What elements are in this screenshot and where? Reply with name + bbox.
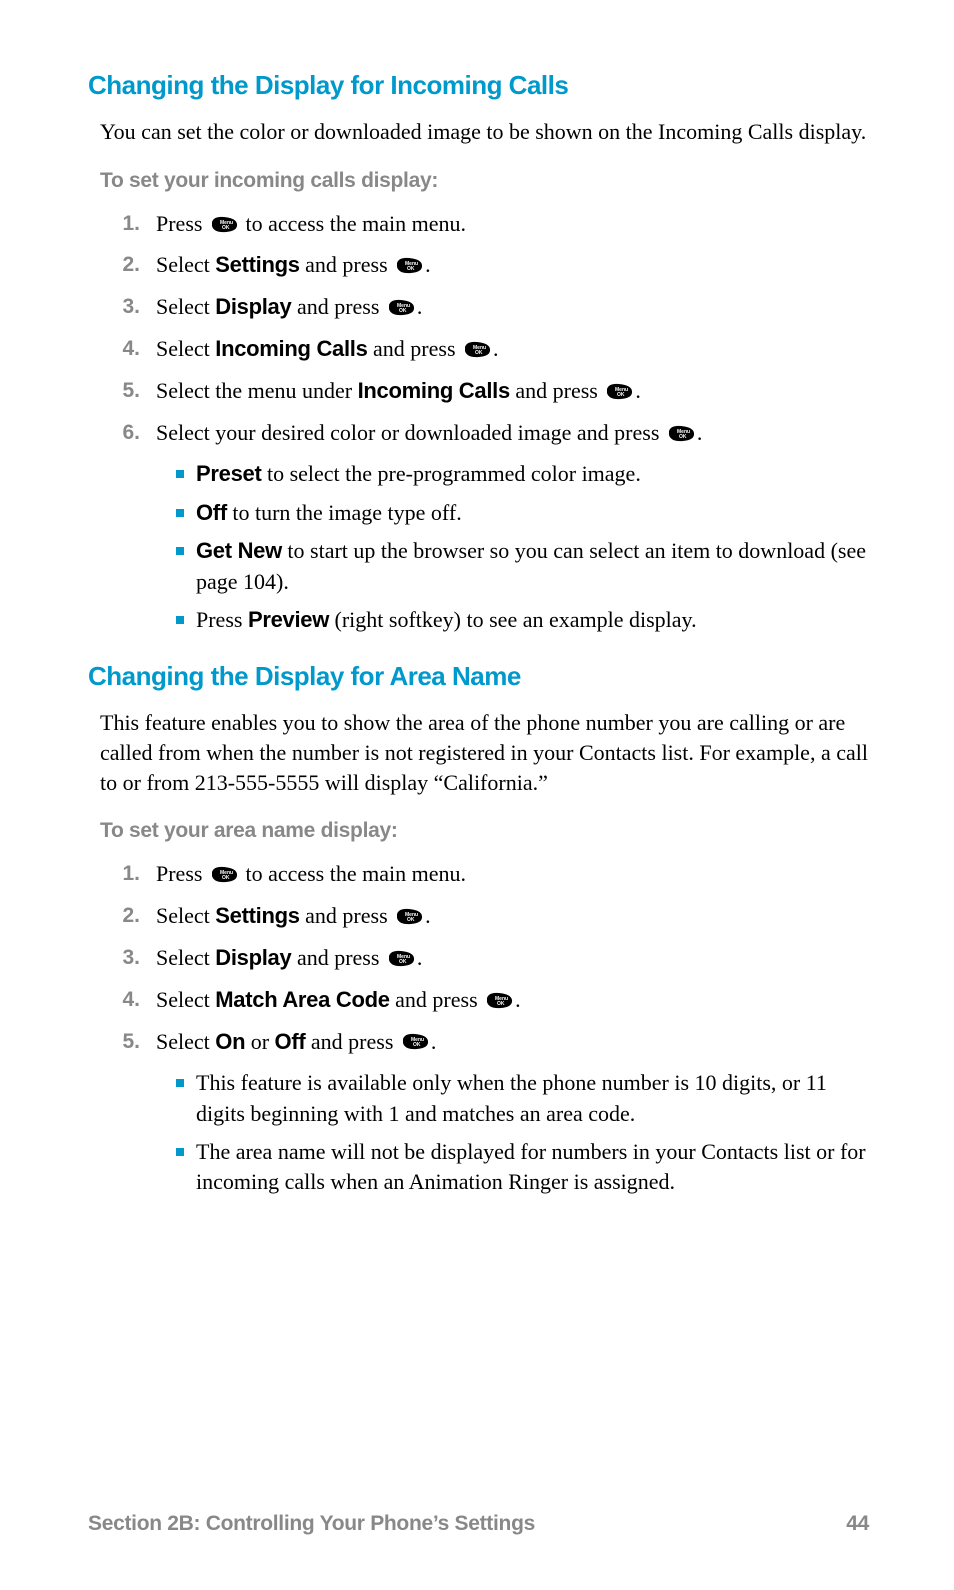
step-text: Select your desired color or downloaded … <box>156 418 869 449</box>
bullet-text: Press Preview (right softkey) to see an … <box>196 605 869 635</box>
bullet-marker-icon <box>176 470 184 478</box>
menu-ok-key-icon <box>463 341 491 361</box>
instruction-subhead: To set your incoming calls display: <box>100 169 869 193</box>
step-item: 2. Select Settings and press . <box>100 250 869 281</box>
step-number: 3. <box>100 292 140 321</box>
bullet-marker-icon <box>176 1148 184 1156</box>
footer-page-number: 44 <box>846 1512 869 1536</box>
bullet-item: Off to turn the image type off. <box>176 498 869 528</box>
step-item: 4. Select Incoming Calls and press . <box>100 334 869 365</box>
bullet-list: Preset to select the pre-programmed colo… <box>176 459 869 635</box>
step-number: 4. <box>100 985 140 1014</box>
bullet-text: This feature is available only when the … <box>196 1068 869 1129</box>
bullet-text: Get New to start up the browser so you c… <box>196 536 869 597</box>
step-number: 1. <box>100 209 140 238</box>
bullet-item: Press Preview (right softkey) to see an … <box>176 605 869 635</box>
bullet-list: This feature is available only when the … <box>176 1068 869 1197</box>
bullet-item: The area name will not be displayed for … <box>176 1137 869 1198</box>
bullet-marker-icon <box>176 1079 184 1087</box>
step-text: Select Settings and press . <box>156 250 869 281</box>
step-text: Select Incoming Calls and press . <box>156 334 869 365</box>
bullet-item: Preset to select the pre-programmed colo… <box>176 459 869 489</box>
menu-ok-key-icon <box>605 383 633 403</box>
step-number: 3. <box>100 943 140 972</box>
ordered-steps: 1. Press to access the main menu. 2. Sel… <box>100 209 869 449</box>
bullet-marker-icon <box>176 509 184 517</box>
step-number: 6. <box>100 418 140 447</box>
step-item: 1. Press to access the main menu. <box>100 209 869 240</box>
bullet-text: Off to turn the image type off. <box>196 498 869 528</box>
step-item: 2. Select Settings and press . <box>100 901 869 932</box>
step-number: 5. <box>100 1027 140 1056</box>
menu-ok-key-icon <box>387 299 415 319</box>
step-text: Select Display and press . <box>156 943 869 974</box>
page-footer: Section 2B: Controlling Your Phone’s Set… <box>88 1512 869 1536</box>
menu-ok-key-icon <box>667 425 695 445</box>
step-text: Select Settings and press . <box>156 901 869 932</box>
step-text: Select Display and press . <box>156 292 869 323</box>
step-item: 3. Select Display and press . <box>100 943 869 974</box>
step-text: Press to access the main menu. <box>156 859 869 890</box>
section-heading: Changing the Display for Incoming Calls <box>88 70 869 101</box>
step-text: Select On or Off and press . <box>156 1027 869 1058</box>
bullet-item: This feature is available only when the … <box>176 1068 869 1129</box>
menu-ok-key-icon <box>210 866 238 886</box>
menu-ok-key-icon <box>395 257 423 277</box>
bullet-marker-icon <box>176 547 184 555</box>
step-item: 1. Press to access the main menu. <box>100 859 869 890</box>
bullet-text: The area name will not be displayed for … <box>196 1137 869 1198</box>
menu-ok-key-icon <box>395 908 423 928</box>
intro-paragraph: You can set the color or downloaded imag… <box>100 117 869 147</box>
step-item: 5. Select On or Off and press . <box>100 1027 869 1058</box>
step-number: 4. <box>100 334 140 363</box>
bullet-marker-icon <box>176 616 184 624</box>
step-item: 5. Select the menu under Incoming Calls … <box>100 376 869 407</box>
step-item: 6. Select your desired color or download… <box>100 418 869 449</box>
instruction-subhead: To set your area name display: <box>100 819 869 843</box>
step-number: 5. <box>100 376 140 405</box>
footer-section-label: Section 2B: Controlling Your Phone’s Set… <box>88 1512 535 1536</box>
step-item: 3. Select Display and press . <box>100 292 869 323</box>
menu-ok-key-icon <box>401 1033 429 1053</box>
step-text: Select the menu under Incoming Calls and… <box>156 376 869 407</box>
step-number: 2. <box>100 901 140 930</box>
menu-ok-key-icon <box>210 216 238 236</box>
step-text: Press to access the main menu. <box>156 209 869 240</box>
menu-ok-key-icon <box>387 950 415 970</box>
ordered-steps: 1. Press to access the main menu. 2. Sel… <box>100 859 869 1057</box>
bullet-item: Get New to start up the browser so you c… <box>176 536 869 597</box>
intro-paragraph: This feature enables you to show the are… <box>100 708 869 797</box>
bullet-text: Preset to select the pre-programmed colo… <box>196 459 869 489</box>
step-item: 4. Select Match Area Code and press . <box>100 985 869 1016</box>
step-text: Select Match Area Code and press . <box>156 985 869 1016</box>
step-number: 2. <box>100 250 140 279</box>
section-heading: Changing the Display for Area Name <box>88 661 869 692</box>
step-number: 1. <box>100 859 140 888</box>
menu-ok-key-icon <box>485 992 513 1012</box>
